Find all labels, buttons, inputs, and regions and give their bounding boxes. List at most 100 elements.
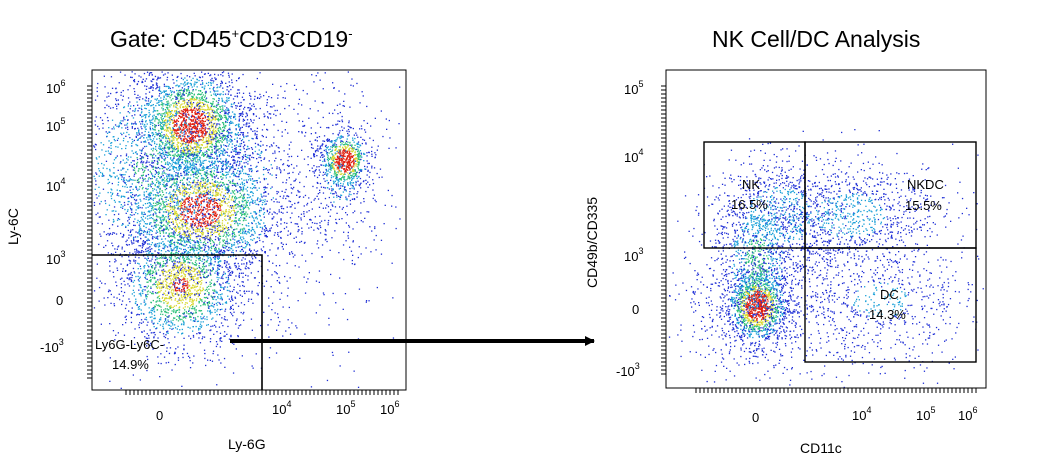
left-event-dot — [167, 297, 169, 300]
left-event-dot — [234, 148, 236, 150]
left-event-dot — [183, 233, 185, 236]
left-event-dot — [198, 116, 201, 118]
left-event-dot — [111, 182, 113, 185]
left-event-dot — [200, 182, 202, 184]
left-event-dot — [197, 115, 199, 117]
left-event-dot — [234, 168, 237, 170]
left-event-dot — [224, 163, 226, 166]
left-event-dot — [183, 185, 186, 187]
left-event-dot — [160, 135, 162, 138]
left-event-dot — [194, 83, 196, 85]
left-event-dot — [188, 233, 190, 235]
left-event-dot — [210, 295, 212, 297]
left-event-dot — [174, 327, 177, 329]
left-event-dot — [218, 97, 220, 99]
left-event-dot — [147, 249, 149, 251]
left-event-dot — [136, 221, 138, 224]
left-event-dot — [176, 129, 178, 132]
left-event-dot — [226, 282, 228, 284]
left-event-dot — [205, 175, 207, 177]
left-event-dot — [168, 138, 171, 140]
left-event-dot — [177, 245, 179, 248]
left-event-dot — [230, 214, 232, 217]
left-event-dot — [232, 234, 234, 237]
left-event-dot — [226, 262, 228, 264]
left-event-dot — [181, 109, 183, 112]
left-event-dot — [212, 137, 214, 139]
left-event-dot — [128, 285, 131, 287]
left-event-dot — [219, 207, 221, 209]
left-event-dot — [188, 274, 190, 276]
left-event-dot — [188, 141, 190, 143]
left-event-dot — [212, 194, 215, 196]
left-event-dot — [135, 240, 137, 242]
left-event-dot — [159, 148, 161, 150]
left-event-dot — [191, 138, 193, 140]
left-event-dot — [137, 104, 139, 106]
left-event-dot — [147, 100, 150, 102]
left-event-dot — [173, 275, 175, 277]
left-event-dot — [173, 181, 175, 183]
left-event-dot — [181, 192, 183, 194]
left-event-dot — [117, 169, 119, 171]
left-event-dot — [183, 140, 185, 142]
left-event-dot — [252, 130, 254, 132]
left-event-dot — [238, 276, 240, 279]
left-event-dot — [167, 142, 170, 144]
left-event-dot — [184, 135, 186, 137]
left-event-dot — [186, 216, 188, 218]
left-event-dot — [216, 304, 218, 306]
left-event-dot — [204, 109, 206, 111]
left-event-dot — [164, 135, 166, 137]
left-event-dot — [161, 128, 163, 130]
left-event-dot — [147, 290, 150, 292]
left-event-dot — [196, 285, 199, 287]
left-event-dot — [188, 188, 190, 190]
left-event-dot — [246, 243, 248, 245]
left-event-dot — [238, 234, 240, 236]
left-event-dot — [224, 189, 227, 191]
left-event-dot — [166, 222, 168, 224]
left-event-dot — [229, 272, 232, 274]
left-event-dot — [245, 211, 247, 213]
left-event-dot — [242, 134, 244, 136]
left-event-dot — [232, 182, 235, 184]
left-event-dot — [155, 301, 157, 303]
left-event-dot — [184, 160, 186, 162]
left-event-dot — [181, 116, 183, 118]
left-event-dot — [290, 155, 293, 158]
left-event-dot — [224, 152, 226, 154]
left-event-dot — [179, 181, 181, 184]
left-event-dot — [186, 141, 188, 143]
left-event-dot — [143, 141, 145, 143]
left-event-dot — [186, 241, 188, 243]
left-event-dot — [259, 215, 261, 217]
left-event-dot — [138, 277, 141, 279]
left-event-dot — [113, 303, 115, 305]
left-event-dot — [197, 170, 199, 172]
left-event-dot — [157, 194, 159, 196]
left-event-dot — [197, 161, 199, 163]
left-event-dot — [213, 110, 216, 112]
left-event-dot — [153, 236, 156, 238]
left-event-dot — [216, 188, 218, 190]
left-event-dot — [213, 145, 215, 147]
left-event-dot — [145, 97, 148, 99]
left-event-dot — [241, 115, 244, 117]
left-event-dot — [195, 130, 197, 133]
left-event-dot — [245, 179, 247, 181]
left-event-dot — [210, 171, 212, 173]
left-event-dot — [248, 225, 250, 227]
left-event-dot — [255, 203, 257, 205]
left-event-dot — [199, 184, 201, 186]
left-event-dot — [145, 165, 147, 167]
left-event-dot — [200, 161, 202, 164]
left-event-dot — [186, 139, 188, 141]
left-event-dot — [186, 75, 188, 77]
left-event-dot — [191, 131, 194, 133]
left-event-dot — [219, 346, 221, 348]
left-event-dot — [243, 179, 245, 181]
left-event-dot — [246, 190, 248, 192]
left-event-dot — [161, 225, 163, 228]
left-event-dot — [157, 86, 159, 88]
